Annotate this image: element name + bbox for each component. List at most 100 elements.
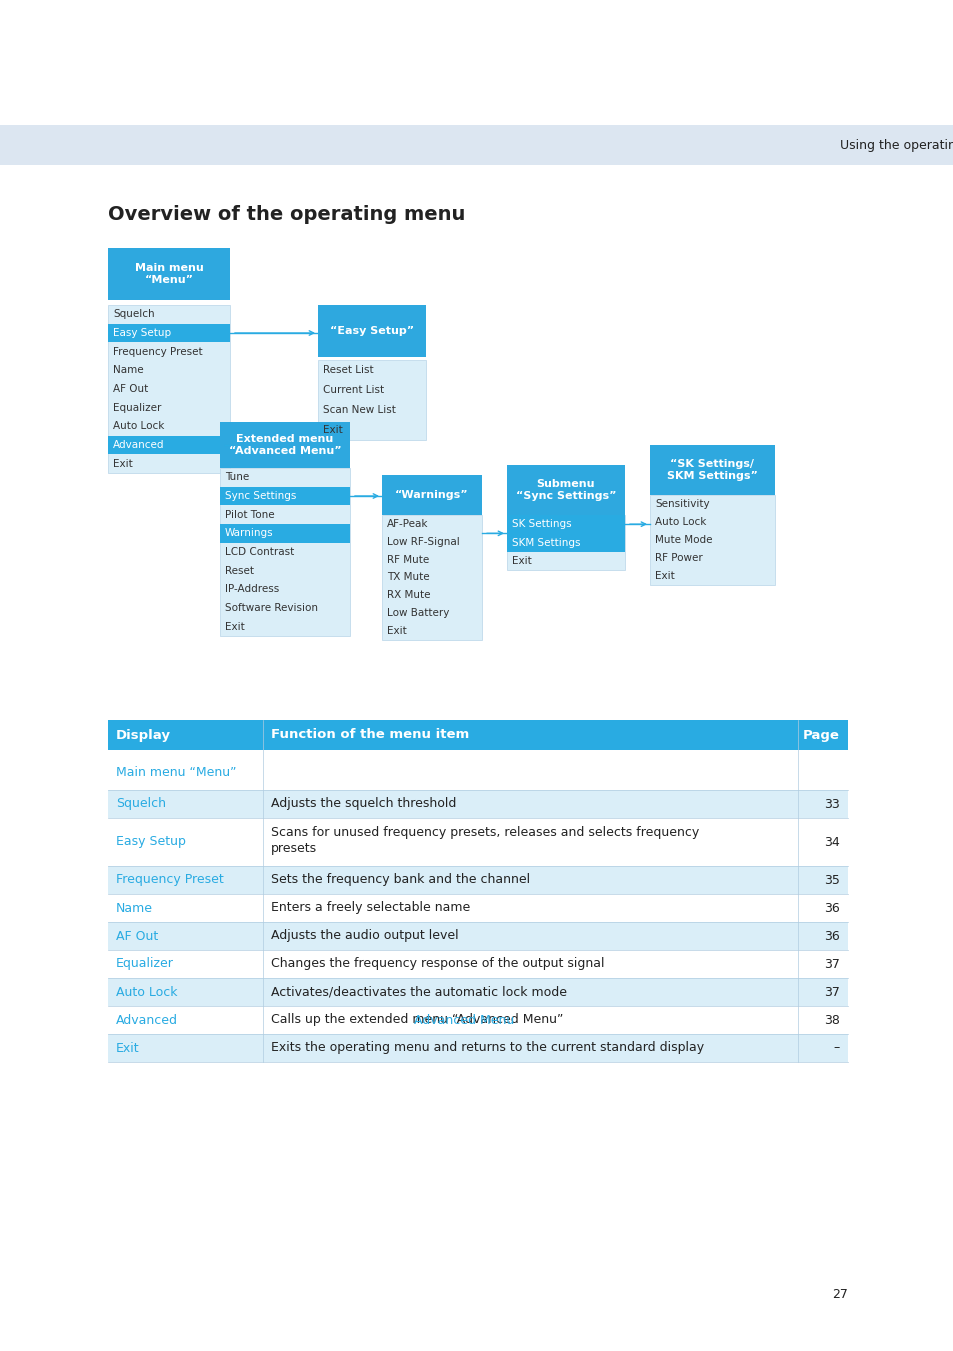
- Text: Exit: Exit: [655, 571, 674, 581]
- Text: Low Battery: Low Battery: [387, 608, 449, 619]
- Text: Changes the frequency response of the output signal: Changes the frequency response of the ou…: [271, 958, 604, 970]
- Text: 36: 36: [823, 901, 840, 915]
- FancyBboxPatch shape: [108, 790, 847, 817]
- FancyBboxPatch shape: [381, 515, 481, 640]
- Text: Main menu “Menu”: Main menu “Menu”: [116, 766, 236, 778]
- FancyBboxPatch shape: [649, 494, 774, 585]
- FancyBboxPatch shape: [649, 444, 774, 494]
- FancyBboxPatch shape: [108, 978, 847, 1006]
- Text: Submenu
“Sync Settings”: Submenu “Sync Settings”: [516, 480, 616, 501]
- Text: 33: 33: [823, 797, 840, 811]
- FancyBboxPatch shape: [317, 359, 426, 440]
- FancyBboxPatch shape: [108, 324, 230, 342]
- Text: Auto Lock: Auto Lock: [655, 517, 705, 527]
- Text: Name: Name: [116, 901, 152, 915]
- Text: Exit: Exit: [116, 1042, 139, 1055]
- Text: “Easy Setup”: “Easy Setup”: [330, 326, 414, 336]
- Text: 38: 38: [823, 1013, 840, 1027]
- Text: Exit: Exit: [225, 621, 245, 632]
- Text: Exits the operating menu and returns to the current standard display: Exits the operating menu and returns to …: [271, 1042, 703, 1055]
- Text: 34: 34: [823, 835, 840, 848]
- Text: Main menu
“Menu”: Main menu “Menu”: [134, 263, 203, 285]
- Text: Software Revision: Software Revision: [225, 603, 317, 613]
- Text: RF Power: RF Power: [655, 553, 702, 563]
- Text: Calls up the extended menu “Advanced Menu”: Calls up the extended menu “Advanced Men…: [271, 1013, 563, 1027]
- FancyBboxPatch shape: [220, 467, 350, 636]
- Text: AF Out: AF Out: [116, 929, 158, 943]
- FancyBboxPatch shape: [381, 476, 481, 515]
- Text: Sync Settings: Sync Settings: [225, 490, 296, 501]
- Text: SK Settings: SK Settings: [512, 519, 571, 530]
- Text: RF Mute: RF Mute: [387, 555, 429, 565]
- Text: LCD Contrast: LCD Contrast: [225, 547, 294, 557]
- FancyBboxPatch shape: [108, 866, 847, 894]
- Text: Advanced: Advanced: [112, 440, 164, 450]
- Text: Enters a freely selectable name: Enters a freely selectable name: [271, 901, 470, 915]
- Text: Equalizer: Equalizer: [112, 403, 161, 412]
- Text: Frequency Preset: Frequency Preset: [116, 874, 224, 886]
- FancyBboxPatch shape: [506, 515, 624, 570]
- Text: Advanced Menu: Advanced Menu: [414, 1013, 514, 1027]
- Text: Auto Lock: Auto Lock: [116, 985, 177, 998]
- Text: Adjusts the squelch threshold: Adjusts the squelch threshold: [271, 797, 456, 811]
- Text: Scan New List: Scan New List: [323, 405, 395, 415]
- Text: Scans for unused frequency presets, releases and selects frequency: Scans for unused frequency presets, rele…: [271, 825, 699, 839]
- Text: Sensitivity: Sensitivity: [655, 499, 709, 509]
- Text: 35: 35: [823, 874, 840, 886]
- Text: presets: presets: [271, 842, 316, 855]
- Text: Name: Name: [112, 365, 144, 376]
- FancyBboxPatch shape: [220, 524, 350, 543]
- FancyBboxPatch shape: [220, 422, 350, 467]
- FancyBboxPatch shape: [108, 1034, 847, 1062]
- Text: AF Out: AF Out: [112, 384, 148, 394]
- Text: Mute Mode: Mute Mode: [655, 535, 712, 544]
- Text: Low RF-Signal: Low RF-Signal: [387, 536, 459, 547]
- Text: 36: 36: [823, 929, 840, 943]
- Text: Page: Page: [802, 728, 840, 742]
- Text: IP-Address: IP-Address: [225, 585, 279, 594]
- Text: RX Mute: RX Mute: [387, 590, 430, 600]
- Text: Tune: Tune: [225, 473, 249, 482]
- FancyBboxPatch shape: [506, 534, 624, 551]
- Text: “Warnings”: “Warnings”: [395, 490, 468, 500]
- Text: Extended menu
“Advanced Menu”: Extended menu “Advanced Menu”: [229, 434, 341, 455]
- Text: Easy Setup: Easy Setup: [112, 328, 171, 338]
- Text: Squelch: Squelch: [112, 309, 154, 319]
- Text: Frequency Preset: Frequency Preset: [112, 347, 202, 357]
- Text: “SK Settings/
SKM Settings”: “SK Settings/ SKM Settings”: [666, 459, 757, 481]
- Text: Using the operating menu: Using the operating menu: [840, 139, 953, 151]
- Text: Adjusts the audio output level: Adjusts the audio output level: [271, 929, 458, 943]
- Text: Easy Setup: Easy Setup: [116, 835, 186, 848]
- Text: Reset: Reset: [225, 566, 253, 576]
- Text: Pilot Tone: Pilot Tone: [225, 509, 274, 520]
- Text: Overview of the operating menu: Overview of the operating menu: [108, 205, 465, 224]
- Text: SKM Settings: SKM Settings: [512, 538, 579, 547]
- Text: Activates/deactivates the automatic lock mode: Activates/deactivates the automatic lock…: [271, 985, 566, 998]
- Text: 37: 37: [823, 958, 840, 970]
- Text: Current List: Current List: [323, 385, 384, 394]
- Text: 37: 37: [823, 985, 840, 998]
- Text: Function of the menu item: Function of the menu item: [271, 728, 469, 742]
- Text: TX Mute: TX Mute: [387, 573, 429, 582]
- FancyBboxPatch shape: [220, 486, 350, 505]
- Text: Advanced: Advanced: [116, 1013, 178, 1027]
- FancyBboxPatch shape: [506, 515, 624, 534]
- Text: Exit: Exit: [112, 459, 132, 469]
- Text: AF-Peak: AF-Peak: [387, 519, 428, 530]
- FancyBboxPatch shape: [0, 126, 953, 165]
- Text: 27: 27: [831, 1289, 847, 1301]
- Text: Sets the frequency bank and the channel: Sets the frequency bank and the channel: [271, 874, 530, 886]
- FancyBboxPatch shape: [317, 305, 426, 357]
- Text: Exit: Exit: [323, 426, 342, 435]
- Text: Squelch: Squelch: [116, 797, 166, 811]
- Text: Auto Lock: Auto Lock: [112, 422, 164, 431]
- FancyBboxPatch shape: [108, 305, 230, 473]
- FancyBboxPatch shape: [108, 921, 847, 950]
- Text: Exit: Exit: [387, 626, 406, 636]
- FancyBboxPatch shape: [108, 249, 230, 300]
- FancyBboxPatch shape: [506, 465, 624, 515]
- Text: –: –: [833, 1042, 840, 1055]
- Text: Display: Display: [116, 728, 171, 742]
- Text: Reset List: Reset List: [323, 365, 374, 376]
- Text: Warnings: Warnings: [225, 528, 274, 538]
